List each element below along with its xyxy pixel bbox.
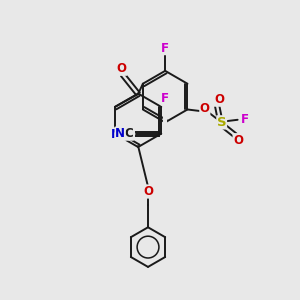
Text: N: N [115, 127, 125, 140]
Text: O: O [200, 102, 210, 115]
Text: F: F [161, 42, 169, 55]
Text: O: O [214, 93, 224, 106]
Text: O: O [233, 134, 243, 147]
Text: S: S [217, 116, 226, 129]
Text: O: O [143, 185, 153, 198]
Text: F: F [241, 113, 249, 126]
Text: F: F [161, 92, 169, 105]
Text: O: O [117, 62, 127, 75]
Text: N: N [111, 128, 121, 141]
Text: C: C [124, 127, 134, 140]
